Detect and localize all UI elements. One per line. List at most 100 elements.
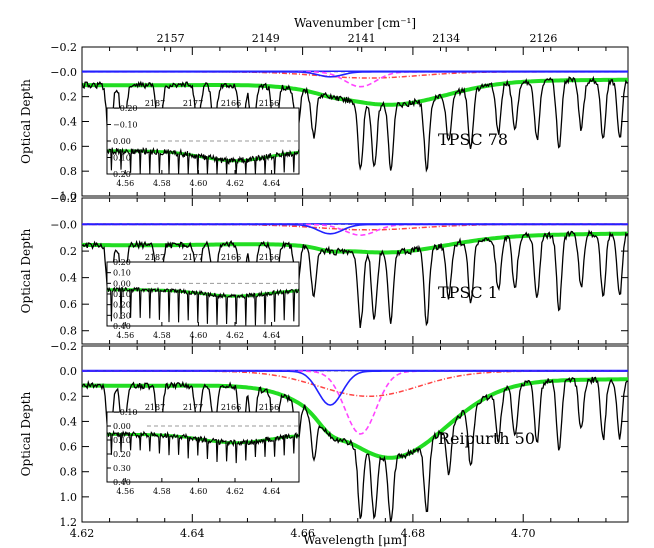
narrow-co-component — [82, 370, 628, 406]
y-tick-label: 0.2 — [60, 245, 78, 258]
y-tick-label: 1.0 — [60, 491, 78, 504]
y-axis-label: Optical Depth — [19, 228, 33, 313]
inset-plot: −0.20−0.100.000.100.204.56 4.58 4.60 4.62 4.… — [106, 99, 300, 188]
inset-y-tick-label: 0.30 — [113, 464, 131, 473]
inset-y-tick-label: 0.40 — [113, 322, 131, 331]
y-tick-label: 0.8 — [60, 325, 78, 338]
top-axis-label: Wavenumber [cm⁻¹] — [294, 16, 416, 30]
inset-top-tick-label: 2166 — [221, 403, 241, 412]
inset-x-tick-label: 4.60 — [190, 331, 208, 340]
inset-x-tick-label: 4.62 — [226, 179, 244, 188]
inset-top-tick-label: 2166 — [221, 253, 241, 262]
inset-y-tick-label: 0.30 — [113, 311, 131, 320]
observed-spectrum — [82, 376, 628, 522]
inset-top-tick-label: 2156 — [259, 99, 279, 108]
inset-x-tick-label: 4.56 — [116, 487, 134, 496]
y-tick-label: 0.4 — [60, 272, 78, 285]
inset-y-tick-label: 0.20 — [113, 450, 131, 459]
y-tick-label: −0.2 — [50, 41, 77, 54]
panel-data — [82, 369, 628, 522]
x-tick-label: 4.66 — [290, 527, 315, 540]
inset-top-tick-label: 2187 — [145, 253, 165, 262]
top-axis-tick-label: 2134 — [432, 32, 460, 45]
y-tick-label: −0.2 — [50, 340, 77, 353]
narrow-co-component — [82, 223, 628, 235]
inset-x-tick-label: 4.62 — [226, 487, 244, 496]
top-axis-tick-label: 2141 — [348, 32, 376, 45]
inset-spectrum — [106, 429, 300, 464]
y-tick-label: 0.4 — [60, 415, 78, 428]
inset-top-tick-label: 2177 — [183, 99, 203, 108]
observed-spectrum — [82, 75, 628, 173]
y-tick-label: −0.2 — [50, 192, 77, 205]
x-axis-label: Wavelength [μm] — [303, 533, 407, 547]
inset-top-tick-label: 2156 — [259, 403, 279, 412]
source-label: TPSC 78 — [438, 130, 508, 149]
panel-data — [82, 70, 628, 173]
inset-y-tick-label: 0.00 — [113, 279, 131, 288]
inset-x-tick-label: 4.62 — [226, 331, 244, 340]
inset-x-tick-label: 4.58 — [153, 179, 171, 188]
y-tick-label: 0.2 — [60, 91, 78, 104]
observed-spectrum — [82, 229, 628, 328]
inset-x-tick-label: 4.56 — [116, 331, 134, 340]
inset-y-tick-label: 0.20 — [113, 258, 131, 267]
inset-spectrum — [106, 146, 300, 175]
panel-frame — [81, 197, 629, 345]
total-fit-curve — [82, 231, 628, 255]
source-label: TPSC 1 — [438, 283, 498, 302]
panel-data — [82, 223, 628, 328]
inset-x-tick-label: 4.56 — [116, 179, 134, 188]
y-tick-label: 0.4 — [60, 116, 78, 129]
y-tick-label: 0.6 — [60, 298, 78, 311]
y-tick-label: −0.0 — [50, 219, 77, 232]
panel-tpsc-78: −0.2 −0.0 0.2 0.4 0.6 0.8 1.0 Optical Depth TPSC… — [19, 41, 629, 203]
panel-reipurth-50: −0.2 0.0 0.2 0.4 0.6 0.8 1.0 1.2 Optical Depth Re… — [19, 340, 629, 529]
inset-top-tick-label: 2177 — [183, 403, 203, 412]
narrow-co-component — [82, 71, 628, 78]
inset-y-tick-label: −0.10 — [113, 121, 138, 130]
x-tick-label: 4.62 — [70, 527, 95, 540]
inset-plot: −0.100.000.100.200.300.404.56 4.58 4.60 4.6… — [106, 403, 300, 496]
bottom-wavelength-axis: Wavelength [μm] 4.62 4.64 4.66 4.68 4.70 — [70, 527, 536, 547]
y-tick-label: −0.0 — [50, 66, 77, 79]
y-tick-label: 1.2 — [60, 516, 78, 529]
top-axis-tick-label: 2157 — [157, 32, 185, 45]
inset-top-tick-label: 2187 — [145, 99, 165, 108]
inset-top-tick-label: 2177 — [183, 253, 203, 262]
panel-frame — [81, 345, 629, 523]
inset-y-tick-label: 0.20 — [113, 301, 131, 310]
inset-y-tick-label: −0.20 — [113, 104, 138, 113]
inset-x-tick-label: 4.64 — [263, 331, 281, 340]
inset-y-tick-label: 0.20 — [113, 170, 131, 179]
y-tick-label: 0.8 — [60, 165, 78, 178]
inset-x-tick-label: 4.64 — [263, 487, 281, 496]
y-tick-label: 0.0 — [60, 365, 78, 378]
inset-x-tick-label: 4.58 — [153, 487, 171, 496]
x-tick-label: 4.70 — [511, 527, 536, 540]
y-tick-label: 0.6 — [60, 441, 78, 454]
inset-top-tick-label: 2187 — [145, 403, 165, 412]
y-tick-label: 1.0 — [60, 190, 78, 203]
panel-tpsc-1: −0.2 −0.0 0.2 0.4 0.6 0.8 Optical Depth TPSC 1 0… — [19, 192, 629, 345]
y-axis-label: Optical Depth — [19, 79, 33, 164]
inset-x-tick-label: 4.64 — [263, 179, 281, 188]
top-wavenumber-axis: Wavenumber [cm⁻¹] 2157 2149 2141 2134 2126 — [157, 16, 557, 52]
inset-y-tick-label: 0.10 — [113, 269, 131, 278]
top-axis-tick-label: 2126 — [529, 32, 557, 45]
inset-x-tick-label: 4.60 — [190, 487, 208, 496]
y-tick-label: 0.2 — [60, 390, 78, 403]
top-axis-tick-label: 2149 — [252, 32, 280, 45]
inset-y-tick-label: 0.00 — [113, 137, 131, 146]
inset-y-tick-label: −0.10 — [113, 408, 138, 417]
inset-x-tick-label: 4.60 — [190, 179, 208, 188]
y-tick-label: 0.8 — [60, 466, 78, 479]
inset-y-tick-label: 0.40 — [113, 478, 131, 487]
panels-group: −0.2 −0.0 0.2 0.4 0.6 0.8 1.0 Optical Depth TPSC… — [19, 41, 629, 529]
x-tick-label: 4.64 — [180, 527, 205, 540]
source-label: Reipurth 50 — [438, 429, 535, 448]
y-axis-label: Optical Depth — [19, 391, 33, 476]
inset-plot: 0.200.100.000.100.200.300.404.56 4.58 4.60… — [106, 253, 300, 340]
inset-y-tick-label: 0.00 — [113, 422, 131, 431]
